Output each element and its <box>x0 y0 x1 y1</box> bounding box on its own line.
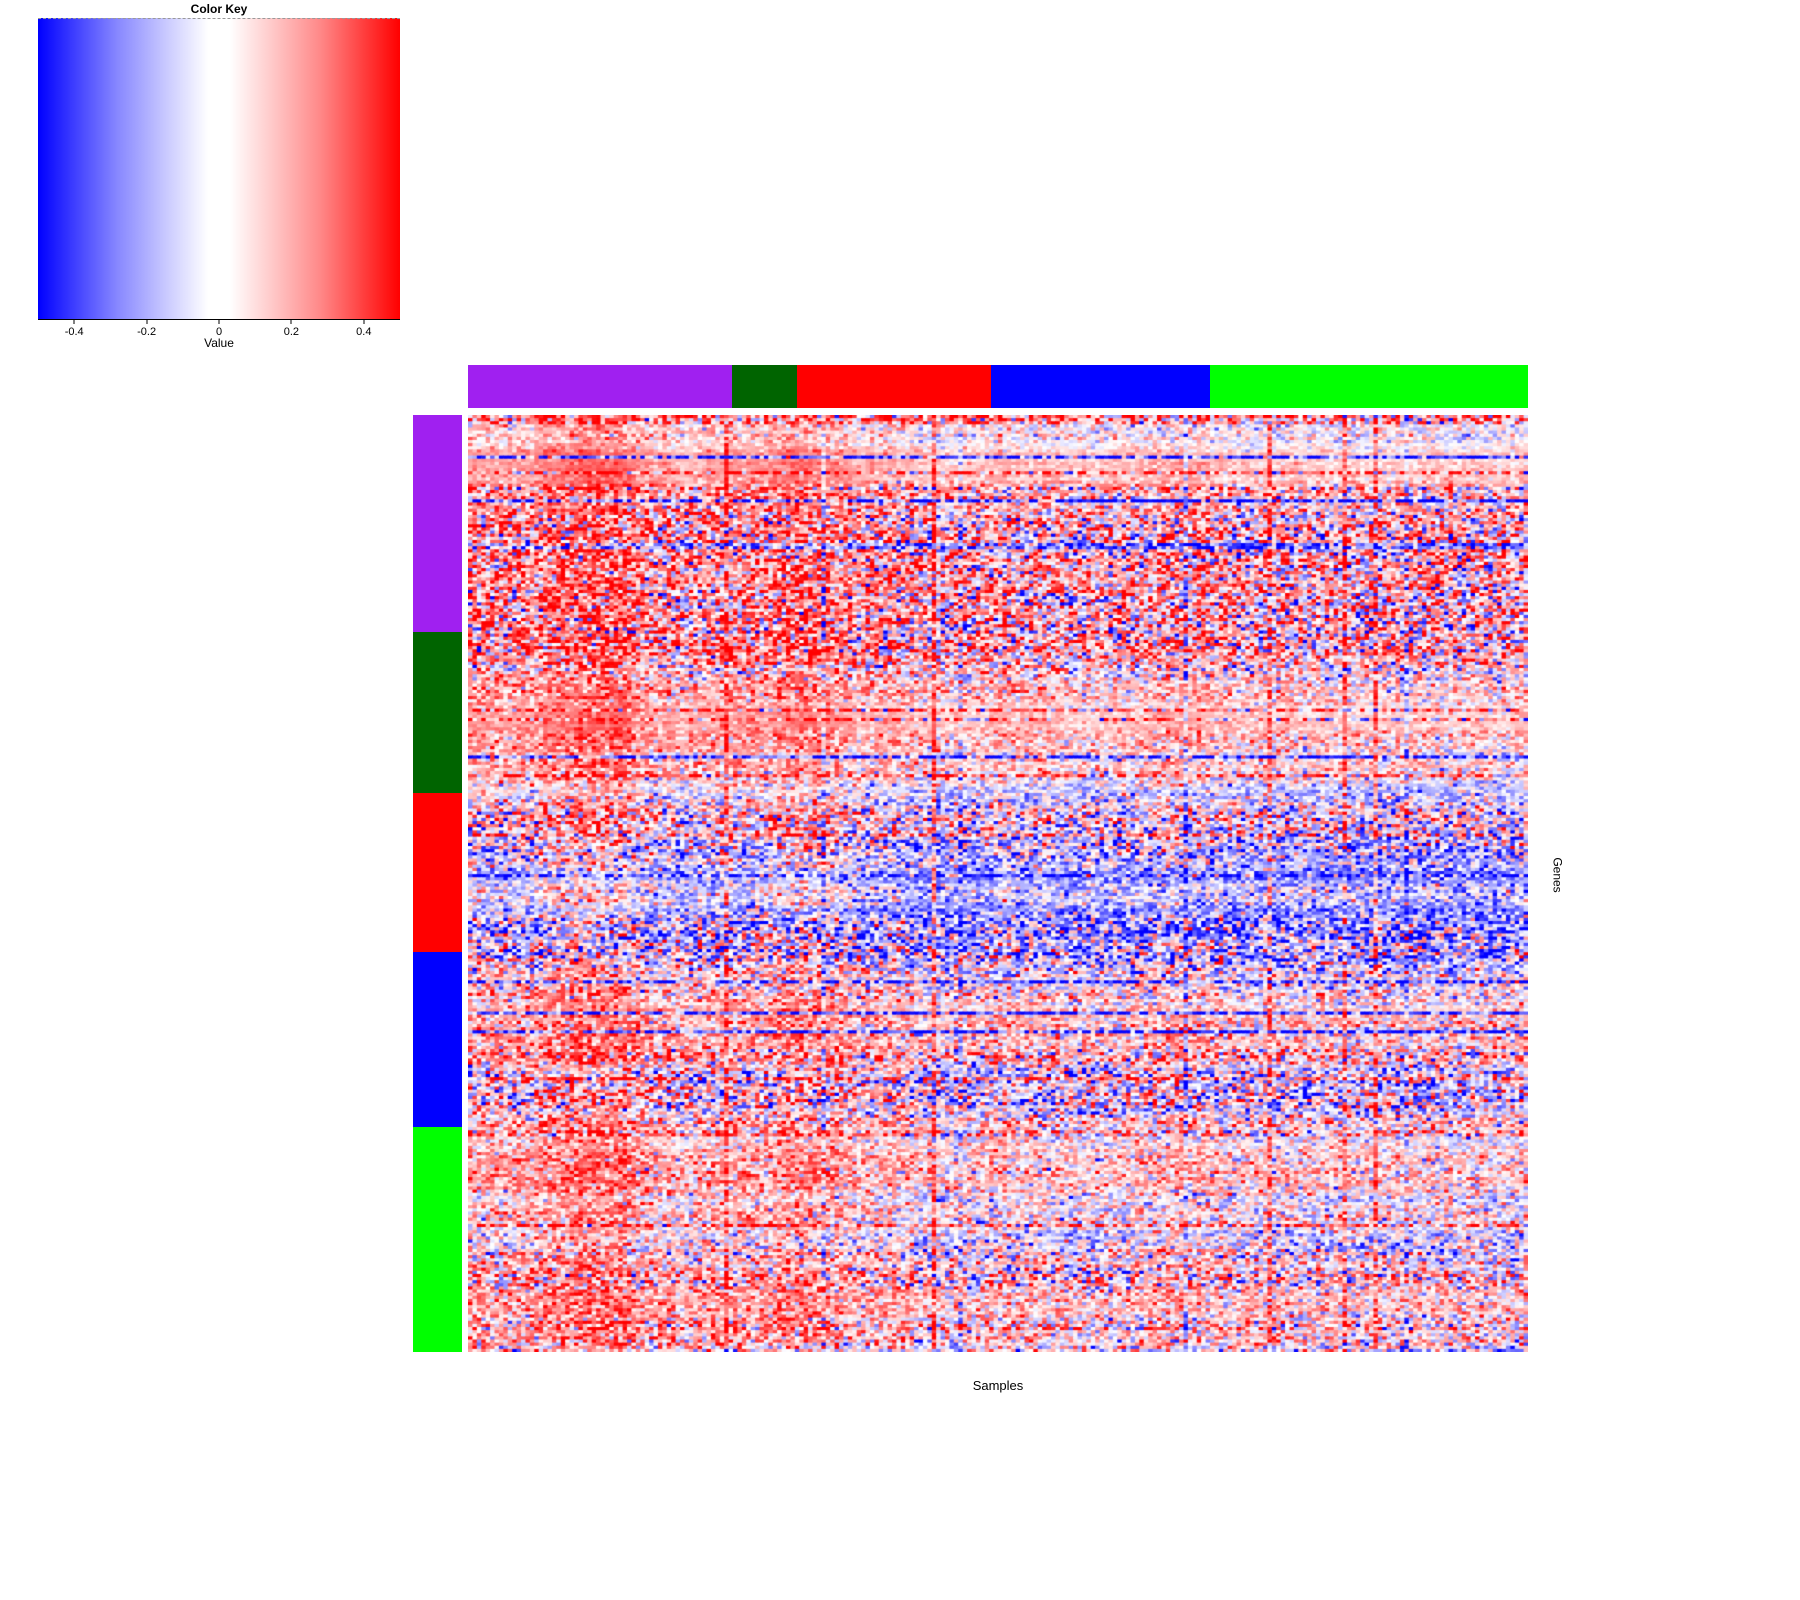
color-key-tick-label: -0.2 <box>137 326 157 338</box>
color-key-tick-mark <box>363 319 365 324</box>
heatmap-canvas <box>468 415 1528 1352</box>
y-axis-label: Genes <box>1550 857 1565 893</box>
x-axis-label: Samples <box>972 1378 1024 1393</box>
color-key-value-label: Value <box>204 336 234 350</box>
color-key-tick-mark <box>290 319 292 324</box>
column-group-segment <box>468 365 733 408</box>
color-key-tick-label: 0.4 <box>356 326 372 338</box>
row-group-segment <box>413 793 462 953</box>
row-group-segment <box>413 415 462 633</box>
color-key-axis: Value -0.4 -0.2 0 0.2 0.4 <box>38 319 400 355</box>
row-group-segment <box>413 1127 462 1353</box>
color-key-tick-label: 0 <box>215 326 223 338</box>
color-key-tick-mark <box>146 319 148 324</box>
column-group-segment <box>797 365 992 408</box>
column-side-colors <box>468 365 1529 408</box>
column-group-segment <box>991 365 1211 408</box>
color-key-tick-mark <box>218 319 220 324</box>
column-group-segment <box>1210 365 1529 408</box>
color-key-title: Color Key <box>190 2 248 16</box>
row-group-segment <box>413 952 462 1128</box>
color-key-gradient <box>38 18 400 320</box>
column-group-segment <box>732 365 798 408</box>
color-key-tick-label: -0.4 <box>64 326 84 338</box>
row-side-colors <box>413 415 462 1353</box>
color-key-tick-label: 0.2 <box>283 326 300 338</box>
row-group-segment <box>413 632 462 793</box>
color-key-tick-mark <box>73 319 75 324</box>
